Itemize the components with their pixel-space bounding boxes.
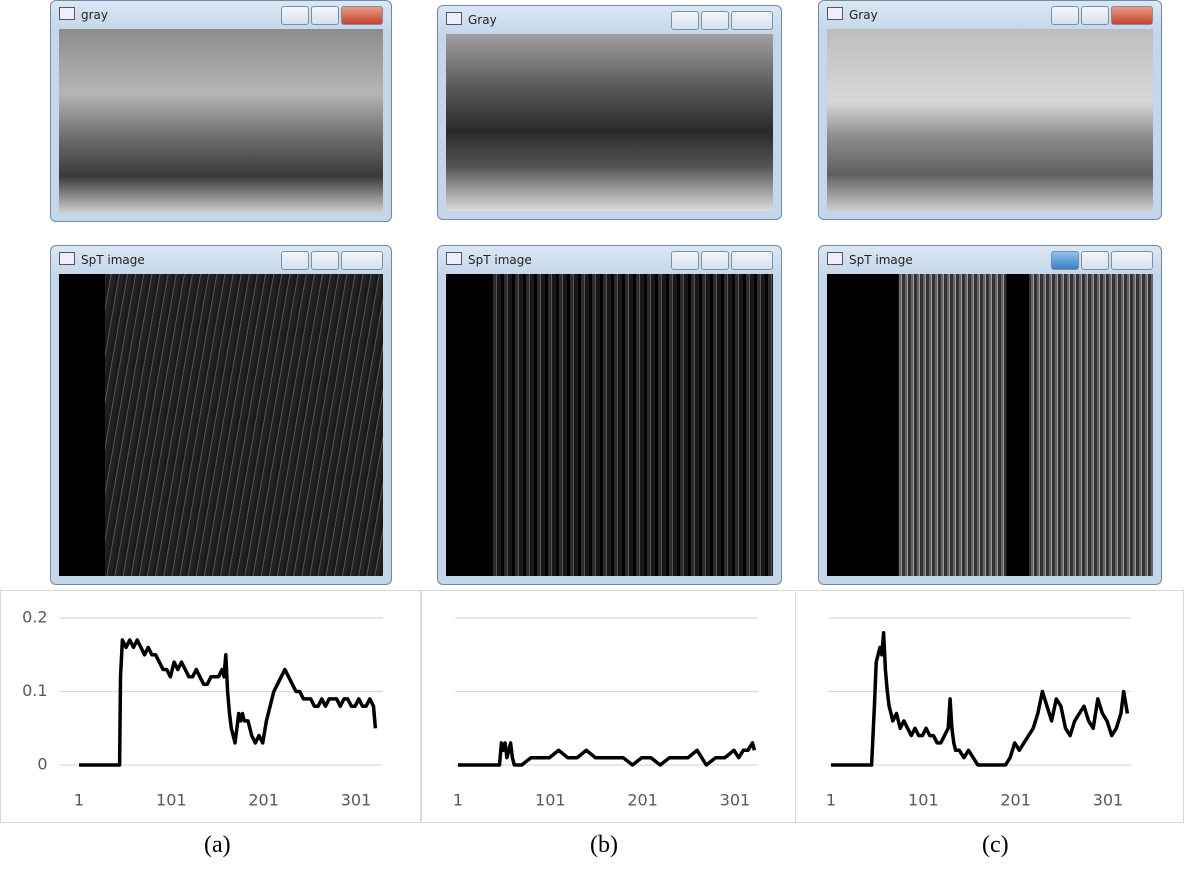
minimize[interactable]	[281, 6, 309, 25]
window-title: gray	[81, 8, 108, 22]
minimize[interactable]	[281, 251, 309, 270]
maximize[interactable]	[1081, 6, 1109, 25]
window: Gray	[818, 0, 1162, 220]
chart: 0 0.1 0.2 1 101 201 301	[0, 590, 421, 823]
window: SpT image	[437, 245, 782, 585]
window-title: SpT image	[81, 253, 145, 267]
maximize[interactable]	[1081, 251, 1109, 270]
spt-image	[827, 274, 1153, 576]
y-tick-label: 0.2	[22, 608, 47, 627]
y-tick-label: 0	[37, 755, 47, 774]
maximize[interactable]	[311, 251, 339, 270]
minimize[interactable]	[1051, 251, 1079, 270]
window: Gray	[437, 5, 782, 220]
y-tick-label: 0.1	[22, 681, 47, 700]
x-tick-label: 101	[908, 791, 939, 810]
chart: 1 101 201 301	[421, 590, 796, 823]
chart-svg: 1 101 201 301	[796, 591, 1183, 822]
window-title: Gray	[849, 8, 878, 22]
minimize[interactable]	[671, 11, 699, 30]
window: SpT image	[818, 245, 1162, 585]
x-tick-label: 1	[453, 791, 463, 810]
spt-image	[59, 274, 383, 576]
caption: (b)	[590, 832, 618, 859]
chart-svg: 1 101 201 301	[422, 591, 795, 822]
close[interactable]	[731, 251, 773, 270]
close[interactable]	[1111, 6, 1153, 25]
gray-image	[446, 34, 773, 211]
x-tick-label: 101	[535, 791, 566, 810]
page: gray Gray Gray SpT image SpT image SpT i…	[0, 0, 1184, 877]
window-title: SpT image	[849, 253, 913, 267]
data-line	[79, 640, 375, 765]
x-tick-label: 1	[74, 791, 84, 810]
x-tick-label: 201	[627, 791, 658, 810]
data-line	[831, 633, 1127, 765]
x-tick-label: 201	[1000, 791, 1031, 810]
x-tick-label: 301	[720, 791, 751, 810]
window: SpT image	[50, 245, 392, 585]
gray-image	[827, 29, 1153, 211]
window-title: Gray	[468, 13, 497, 27]
caption: (a)	[204, 832, 231, 859]
maximize[interactable]	[701, 11, 729, 30]
window: gray	[50, 0, 392, 222]
chart: 1 101 201 301	[795, 590, 1184, 823]
x-tick-label: 301	[1093, 791, 1124, 810]
gray-image	[59, 29, 383, 213]
caption: (c)	[982, 832, 1009, 859]
x-tick-label: 201	[248, 791, 279, 810]
x-tick-label: 101	[156, 791, 187, 810]
close[interactable]	[341, 6, 383, 25]
chart-svg: 0 0.1 0.2 1 101 201 301	[1, 591, 420, 822]
spt-image	[446, 274, 773, 576]
close[interactable]	[341, 251, 383, 270]
x-tick-label: 1	[826, 791, 836, 810]
window-title: SpT image	[468, 253, 532, 267]
close[interactable]	[1111, 251, 1153, 270]
maximize[interactable]	[311, 6, 339, 25]
close[interactable]	[731, 11, 773, 30]
minimize[interactable]	[1051, 6, 1079, 25]
minimize[interactable]	[671, 251, 699, 270]
maximize[interactable]	[701, 251, 729, 270]
data-line	[458, 743, 754, 765]
x-tick-label: 301	[341, 791, 372, 810]
